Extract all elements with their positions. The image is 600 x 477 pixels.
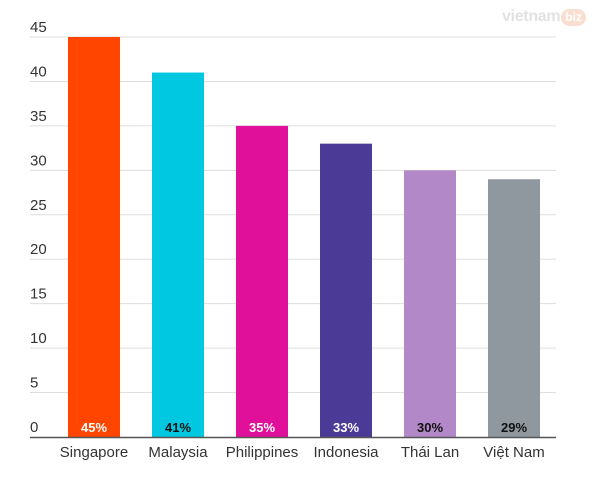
y-tick-label: 20 [30,241,47,258]
bar-vi-t-nam [488,179,540,437]
x-tick-label: Malaysia [148,444,208,461]
x-tick-label: Indonesia [313,444,379,461]
x-tick-label: Singapore [60,444,128,461]
y-tick-label: 0 [30,419,38,436]
bar-philippines [236,125,288,437]
bar-malaysia [152,72,204,438]
bars [68,37,540,438]
y-tick-label: 5 [30,375,38,392]
y-axis-ticks: 0 5 10 15 20 25 30 35 40 45 [30,19,47,436]
y-tick-label: 40 [30,63,47,80]
vietnambiz-watermark-logo: vietnam biz [502,6,586,28]
bar-data-label: 33% [333,420,359,435]
x-axis-ticks: Singapore Malaysia Philippines Indonesia Thá… [60,444,545,461]
bar-singapore [68,37,120,437]
watermark-badge: biz [561,8,586,26]
watermark-brand-text: vietnam [501,8,561,25]
x-tick-label: Thái Lan [401,444,459,461]
bar-data-label: 41% [165,420,191,435]
x-tick-label: Philippines [226,444,299,461]
bar-data-label: 29% [501,420,527,435]
bar-th-i-lan [404,170,456,438]
bar-data-label: 45% [81,420,107,435]
x-tick-label: Việt Nam [483,444,544,461]
bar-data-label: 30% [417,420,443,435]
y-tick-label: 25 [30,197,47,214]
data-labels: 45% 41% 35% 33% 30% 29% [81,420,527,435]
y-tick-label: 35 [30,108,47,125]
y-tick-label: 45 [30,19,47,36]
bar-indonesia [320,143,372,437]
y-tick-label: 10 [30,330,47,347]
y-tick-label: 15 [30,286,47,303]
y-tick-label: 30 [30,152,47,169]
bar-data-label: 35% [249,420,275,435]
